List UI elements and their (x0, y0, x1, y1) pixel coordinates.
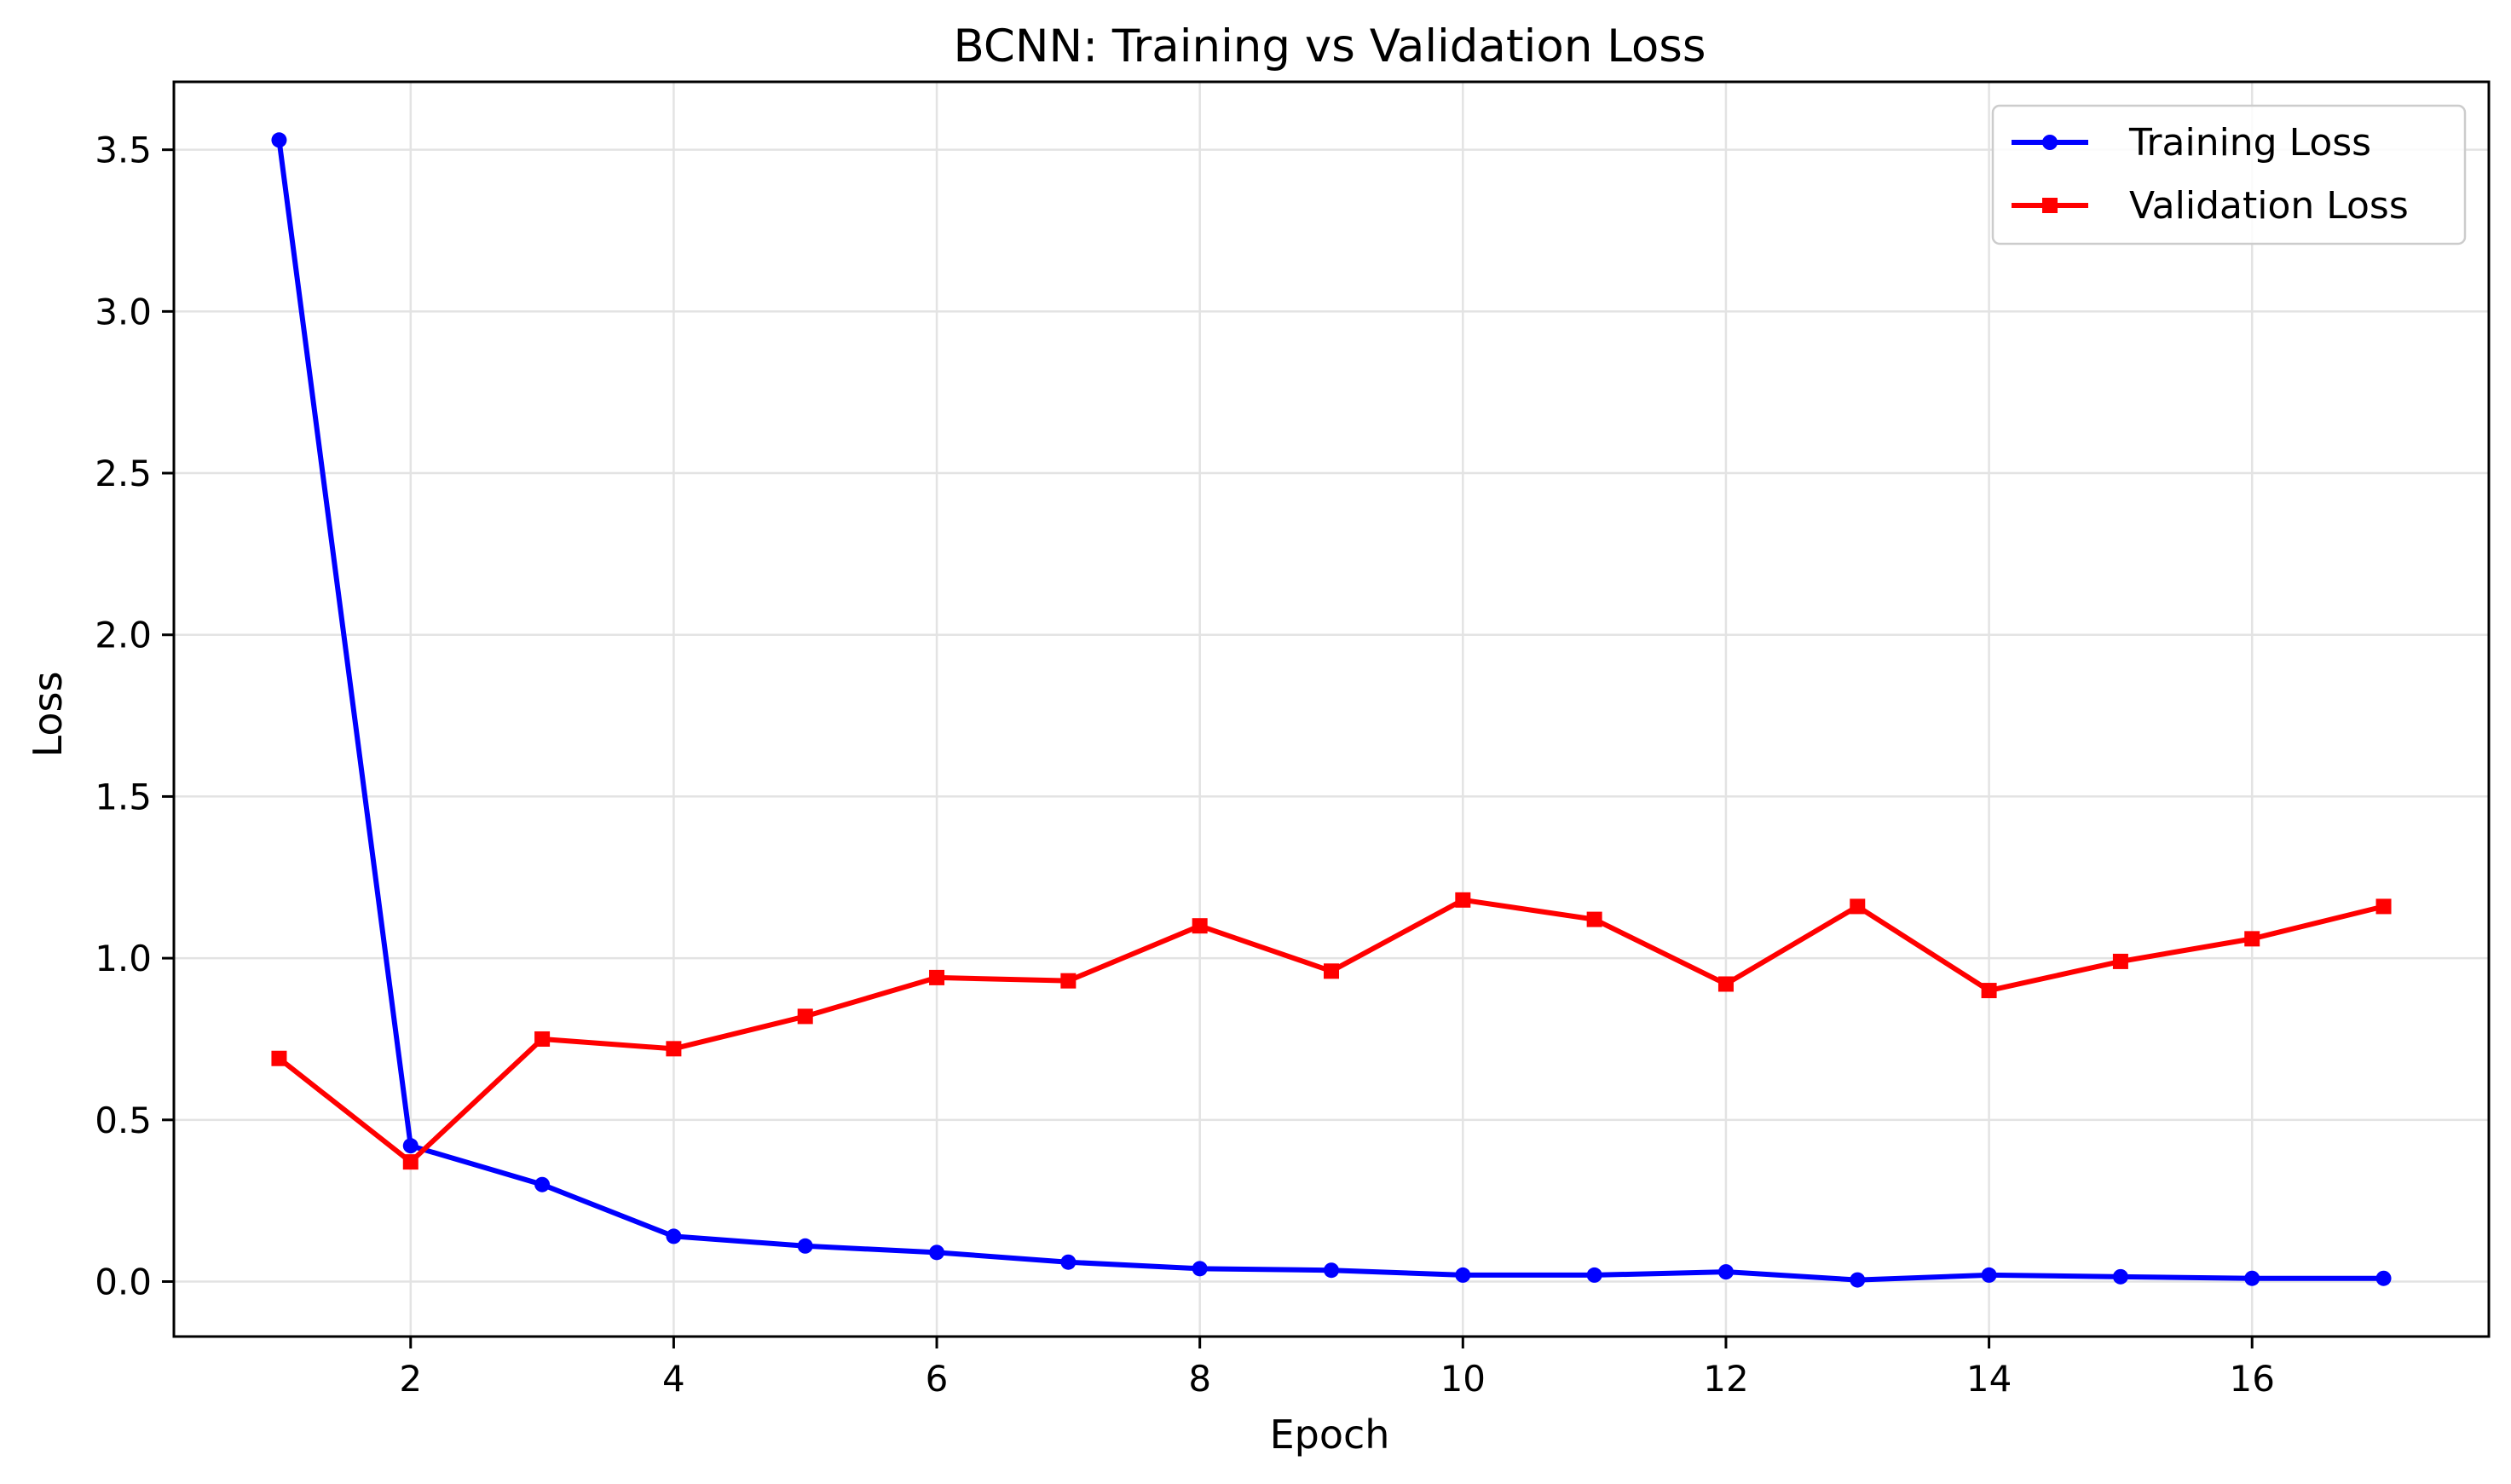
validation-loss-point (1717, 976, 1734, 992)
y-tick-label: 2.5 (95, 453, 152, 494)
training-loss-point (1850, 1272, 1866, 1288)
y-tick-label: 2.0 (95, 615, 152, 656)
training-loss-point (402, 1138, 418, 1154)
validation-loss-point (797, 1008, 813, 1025)
x-tick-label: 6 (926, 1358, 949, 1400)
legend-label-validation: Validation Loss (2129, 184, 2409, 228)
x-tick-label: 14 (1966, 1358, 2012, 1400)
y-tick-label: 1.0 (95, 938, 152, 979)
validation-loss-point (1850, 898, 1866, 915)
training-loss-point (1717, 1264, 1734, 1280)
training-loss-point (2112, 1268, 2128, 1285)
validation-loss-point (271, 1050, 287, 1066)
legend-box (1991, 104, 2467, 245)
grid (174, 82, 2489, 1337)
validation-loss-point (534, 1031, 551, 1047)
y-tick-label: 3.0 (95, 291, 152, 332)
x-axis-label: Epoch (1270, 1412, 1390, 1458)
legend-marker-training (2042, 135, 2058, 150)
training-loss-point (929, 1244, 945, 1261)
validation-loss-point (1060, 973, 1077, 989)
x-tick-label: 8 (1188, 1358, 1211, 1400)
validation-loss-point (1586, 911, 1602, 927)
validation-loss-point (1324, 963, 1339, 979)
legend: Training Loss Validation Loss (1991, 104, 2467, 245)
x-tick-label: 2 (399, 1358, 422, 1400)
validation-loss-point (2244, 931, 2260, 947)
validation-loss-point (2375, 898, 2392, 915)
training-loss-point (1586, 1267, 1602, 1283)
x-tick-label: 10 (1440, 1358, 1486, 1400)
x-tick-label: 16 (2230, 1358, 2275, 1400)
plot-frame (172, 80, 2491, 1338)
validation-loss-point (1192, 918, 1208, 934)
validation-loss-point (1455, 892, 1471, 908)
y-tick-label: 0.0 (95, 1262, 152, 1303)
legend-label-training: Training Loss (2128, 121, 2371, 165)
training-loss-point (1192, 1261, 1208, 1277)
training-loss-point (1981, 1267, 1997, 1283)
axis-ticks: 2 4 6 8 10 12 14 16 0.0 0.5 1.0 1.5 2.0 2.5 3.0 3.5 (95, 130, 2275, 1400)
x-tick-label: 12 (1703, 1358, 1748, 1400)
training-loss-point (2244, 1270, 2260, 1286)
training-loss-point (271, 132, 287, 148)
training-loss-point (666, 1228, 682, 1244)
series-layer (271, 132, 2392, 1288)
validation-loss-point (2112, 953, 2128, 969)
training-loss-point (797, 1238, 813, 1254)
y-tick-label: 3.5 (95, 130, 152, 171)
validation-loss-point (1981, 983, 1997, 999)
training-loss-point (1455, 1267, 1471, 1283)
y-tick-label: 0.5 (95, 1100, 152, 1141)
validation-loss-point (929, 969, 945, 985)
chart-title: BCNN: Training vs Validation Loss (953, 20, 1706, 72)
legend-marker-validation (2042, 198, 2058, 213)
validation-loss-point (666, 1041, 682, 1057)
y-axis-label: Loss (25, 672, 71, 758)
training-loss-point (534, 1176, 551, 1192)
y-tick-label: 1.5 (95, 776, 152, 817)
validation-loss-point (402, 1154, 418, 1170)
training-loss-point (1324, 1262, 1339, 1279)
x-tick-label: 4 (662, 1358, 685, 1400)
training-loss-point (2375, 1270, 2392, 1286)
training-loss-point (1060, 1254, 1077, 1270)
